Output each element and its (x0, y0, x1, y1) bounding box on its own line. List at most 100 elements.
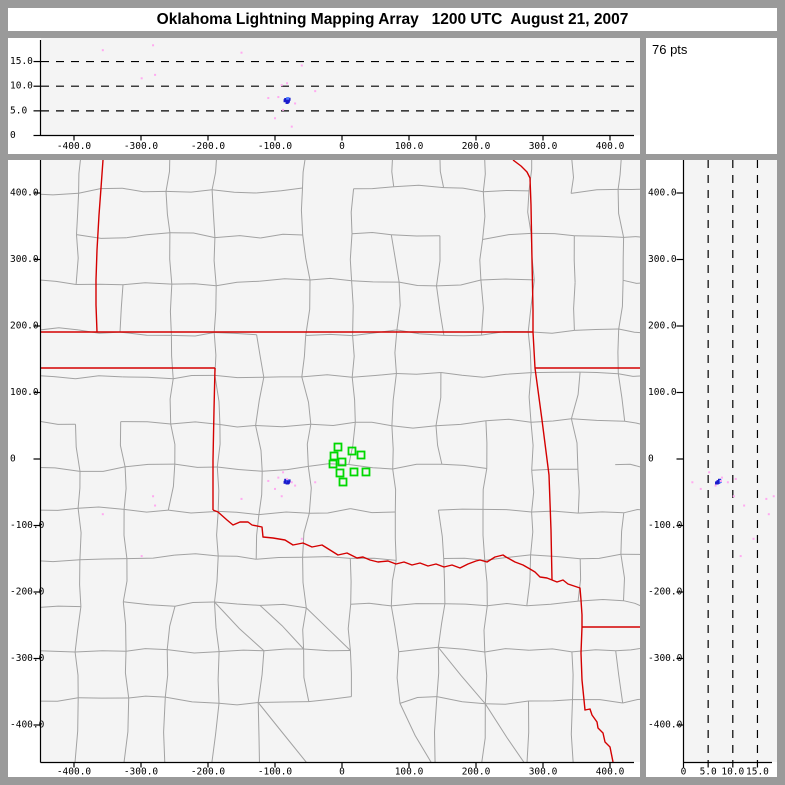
lma-station-marker (328, 459, 338, 469)
east-west-tick-label: 400.0 (596, 767, 625, 778)
altitude-tick-label: 0 (10, 130, 16, 141)
lightning-source-point (283, 480, 287, 484)
north-south-tick-label: 200.0 (648, 321, 677, 332)
lightning-source-point (274, 487, 276, 490)
plan-view-map-panel: 400.0 300.0 200.0 100.0 0 -100.0 -200.0 -300.0 -… (8, 160, 640, 777)
lightning-source-point (286, 82, 289, 85)
lightning-source-point (708, 471, 711, 474)
east-west-tick-label: -400.0 (57, 141, 92, 152)
altitude-vs-east-west-plot[interactable]: 0 5.0 10.0 15.0 -400.0 -300.0 -200.0 -100.0 0 100… (8, 38, 640, 154)
lightning-source-point (152, 495, 155, 498)
north-south-tick-label: -200.0 (10, 587, 45, 598)
north-south-tick-label: 100.0 (648, 387, 677, 398)
altitude-tick-label: 10.0 (10, 81, 33, 92)
east-west-tick-label: -300.0 (124, 141, 159, 152)
east-west-tick-label: 0 (339, 141, 345, 152)
lma-station-markers (328, 442, 371, 487)
altitude-tick-label: 5.0 (10, 105, 27, 116)
lightning-source-point (101, 49, 104, 52)
lightning-source-point (140, 77, 143, 80)
lightning-sources (101, 44, 317, 128)
altitude-vs-east-west-panel: 0 5.0 10.0 15.0 -400.0 -300.0 -200.0 -100.0 0 100… (8, 38, 640, 154)
north-south-tick-label: -400.0 (648, 720, 683, 731)
lightning-source-point (152, 44, 155, 47)
points-count-panel: 76 pts (646, 38, 777, 154)
north-south-tick-label: 400.0 (10, 188, 39, 199)
altitude-gridlines (707, 160, 759, 762)
lightning-source-point (154, 73, 157, 76)
lightning-source-point (277, 476, 280, 479)
lightning-source-point (691, 481, 694, 484)
lightning-source-point (716, 480, 720, 484)
lightning-source-point (282, 108, 285, 111)
east-west-tick-label: 100.0 (395, 767, 424, 778)
lightning-source-point (274, 117, 276, 120)
state-borders (40, 160, 640, 762)
lightning-source-point (765, 497, 768, 500)
map-content (40, 160, 640, 762)
east-west-tick-label: -200.0 (191, 141, 226, 152)
lightning-source-point (300, 537, 303, 540)
altitude-tick-label: 15.0 (746, 767, 769, 778)
lightning-source-point (101, 513, 104, 516)
lightning-source-point (286, 480, 290, 484)
lightning-source-point (726, 481, 729, 484)
plot-background (683, 160, 777, 762)
lma-station-marker (337, 457, 347, 467)
plan-view-map-plot[interactable]: 400.0 300.0 200.0 100.0 0 -100.0 -200.0 -300.0 -… (8, 160, 640, 777)
lightning-source-point (314, 90, 317, 93)
east-west-tick-label: 100.0 (395, 141, 424, 152)
lightning-source-point (300, 64, 303, 67)
east-west-tick-label: 200.0 (462, 767, 491, 778)
lightning-source-point (140, 555, 143, 558)
altitude-tick-label: 15.0 (10, 56, 33, 67)
lightning-source-point (154, 504, 157, 507)
north-south-tick-label: 300.0 (648, 254, 677, 265)
lma-station-marker (347, 446, 357, 456)
lightning-source-point (720, 476, 723, 479)
map-background (41, 160, 640, 762)
title-bar: Oklahoma Lightning Mapping Array 1200 UT… (8, 8, 777, 31)
lightning-source-point (714, 484, 717, 487)
lma-station-marker (333, 442, 343, 452)
east-west-tick-label: 300.0 (529, 767, 558, 778)
east-west-tick-label: 300.0 (529, 141, 558, 152)
lightning-source-point (772, 495, 775, 498)
altitude-vs-north-south-panel: 400.0 300.0 200.0 100.0 0 -100.0 -200.0 -300.0 -… (646, 160, 777, 777)
lma-station-marker (361, 467, 371, 477)
lightning-source-point (743, 504, 746, 507)
lightning-source-point (290, 481, 293, 484)
east-west-tick-label: -400.0 (57, 767, 92, 778)
lightning-source-point (699, 487, 702, 490)
east-west-tick-label: -100.0 (258, 141, 293, 152)
lightning-source-point (752, 537, 755, 540)
lightning-source-point (277, 96, 280, 99)
north-south-tick-label: 0 (10, 454, 16, 465)
lightning-source-point (282, 471, 285, 474)
north-south-tick-label: -300.0 (10, 653, 45, 664)
lightning-source-point (294, 484, 297, 487)
altitude-tick-label: 5.0 (700, 767, 717, 778)
east-west-tick-label: 0 (339, 767, 345, 778)
points-count-label: 76 pts (652, 42, 688, 57)
north-south-tick-label: -100.0 (10, 520, 45, 531)
east-west-tick-label: 400.0 (596, 141, 625, 152)
lightning-source-point (286, 477, 289, 480)
altitude-vs-north-south-plot[interactable]: 400.0 300.0 200.0 100.0 0 -100.0 -200.0 -300.0 -… (646, 160, 777, 777)
east-west-tick-label: 200.0 (462, 141, 491, 152)
lightning-source-point (767, 513, 770, 516)
altitude-tick-label: 10.0 (721, 767, 744, 778)
lightning-sources (101, 471, 317, 558)
lightning-source-point (732, 495, 735, 498)
lightning-source-point (286, 99, 290, 103)
lightning-source-point (294, 102, 297, 105)
east-west-tick-label: -200.0 (191, 767, 226, 778)
lightning-source-point (290, 125, 293, 128)
north-south-tick-label: -200.0 (648, 587, 683, 598)
north-south-tick-label: 0 (648, 454, 654, 465)
north-south-tick-label: -400.0 (10, 720, 45, 731)
lightning-source-point (240, 51, 243, 54)
north-south-tick-label: -100.0 (648, 520, 683, 531)
lma-station-marker (335, 468, 345, 478)
lightning-source-point (314, 481, 317, 484)
